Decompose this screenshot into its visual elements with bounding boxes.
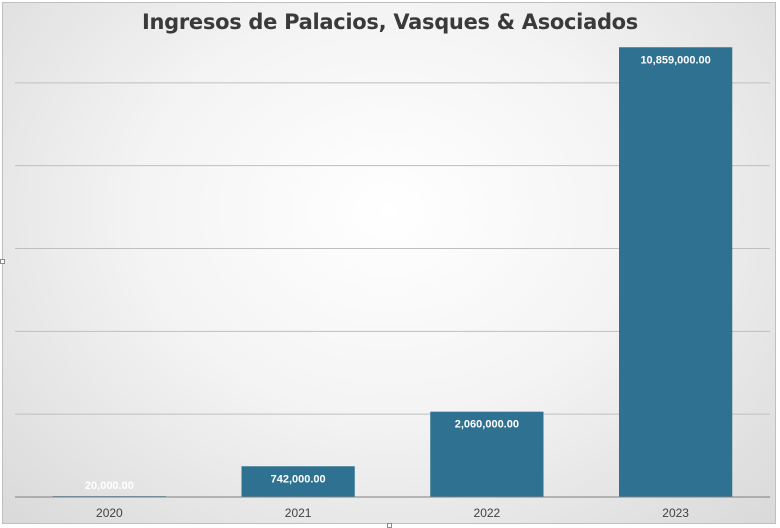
- bar-2023[interactable]: [619, 47, 733, 498]
- resize-handle-left[interactable]: [0, 259, 5, 264]
- x-tick-label-2021: 2021: [285, 506, 312, 520]
- data-label-2023: 10,859,000.00: [640, 54, 710, 66]
- data-label-2021: 742,000.00: [271, 473, 326, 485]
- x-tick-label-2020: 2020: [96, 506, 123, 520]
- x-tick-label-2023: 2023: [662, 506, 689, 520]
- data-label-2020: 20,000.00: [85, 480, 134, 492]
- resize-handle-bottom[interactable]: [387, 523, 392, 528]
- x-tick-label-2022: 2022: [474, 506, 501, 520]
- x-axis: 2020 2021 2022 2023: [15, 496, 770, 520]
- chart-title: Ingresos de Palacios, Vasques & Asociado…: [141, 10, 639, 34]
- bar-2022[interactable]: [430, 411, 544, 497]
- bar-series: 20,000.00 742,000.00 2,060,000.00 10,859,00…: [52, 47, 733, 498]
- bar-2021[interactable]: [241, 466, 355, 497]
- data-label-2022: 2,060,000.00: [455, 419, 519, 431]
